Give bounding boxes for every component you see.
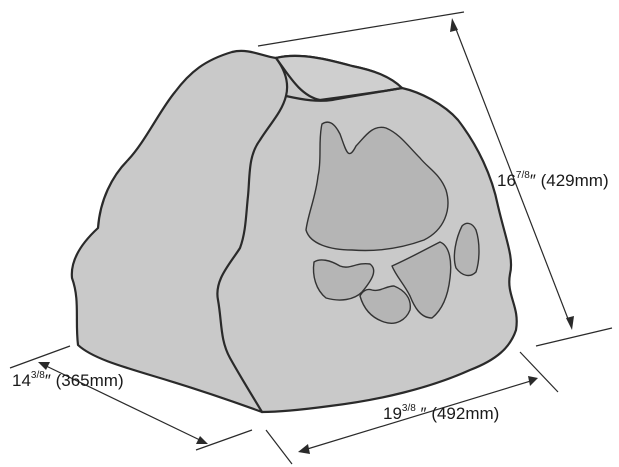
depth-dimension-line: [41, 363, 205, 443]
depth-inch-mark: ″: [44, 371, 51, 390]
height-extension-bottom: [535, 327, 613, 347]
height-metric: (429mm): [540, 171, 609, 190]
width-extension-left: [265, 429, 293, 465]
width-metric: (492mm): [431, 404, 500, 423]
height-arrow-top: [450, 18, 458, 32]
height-arrow-bottom: [566, 316, 574, 330]
depth-dimension-label: 143/8″ (365mm): [12, 370, 124, 390]
depth-metric: (365mm): [55, 371, 124, 390]
height-whole: 16: [497, 171, 516, 190]
grille-lower-left-panel: [312, 259, 375, 301]
width-inch-mark: ″: [415, 404, 427, 423]
height-extension-top: [257, 11, 465, 47]
width-fraction: 3/8: [401, 403, 416, 415]
depth-whole: 14: [12, 371, 31, 390]
rock-body: [70, 49, 518, 414]
width-whole: 19: [383, 404, 402, 423]
rock-seam-left: [216, 56, 289, 414]
depth-extension-left: [9, 345, 71, 369]
width-arrow-right: [528, 376, 538, 386]
height-dimension-line: [453, 23, 571, 325]
grille-lower-right-panel: [391, 241, 452, 319]
width-extension-right: [519, 351, 559, 393]
height-fraction: 7/8: [515, 170, 530, 182]
grille-main-panel: [305, 121, 449, 252]
depth-arrow-left: [38, 362, 50, 370]
width-dimension-line: [303, 379, 535, 451]
depth-arrow-right: [196, 436, 208, 444]
height-dimension-label: 167/8″ (429mm): [497, 170, 609, 190]
grille-bottom-panel: [359, 285, 411, 324]
rock-seam-top: [284, 86, 404, 102]
width-dimension-label: 193/8 ″ (492mm): [383, 403, 500, 423]
depth-fraction: 3/8: [30, 370, 45, 382]
grille-right-panel: [453, 222, 480, 277]
height-inch-mark: ″: [529, 171, 536, 190]
depth-extension-right: [195, 429, 253, 451]
width-arrow-left: [298, 444, 310, 454]
